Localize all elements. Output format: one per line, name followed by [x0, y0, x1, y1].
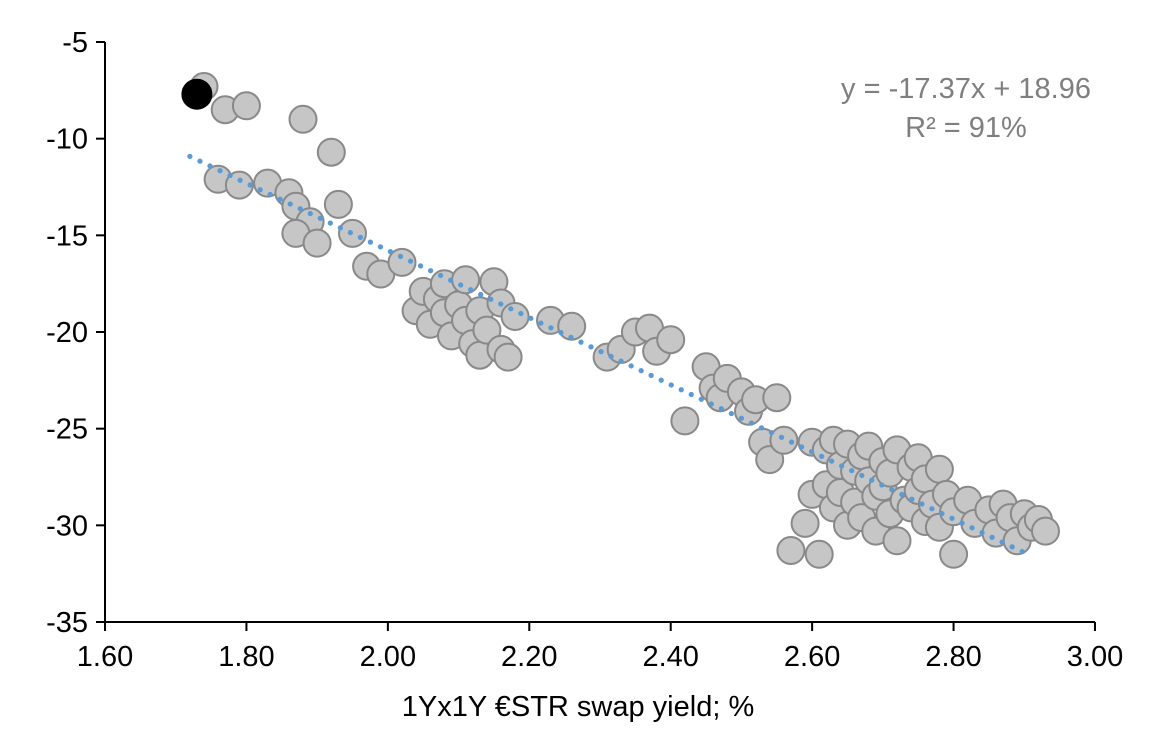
x-tick-label: 2.40 — [642, 641, 698, 673]
scatter-point — [493, 342, 523, 372]
scatter-points-layer — [189, 72, 1060, 569]
scatter-point — [790, 508, 820, 538]
scatter-point — [231, 91, 261, 121]
y-tick-label: -15 — [46, 220, 88, 252]
x-axis-title: 1Yx1Y €STR swap yield; % — [402, 691, 754, 723]
y-tick-label: -30 — [46, 510, 88, 542]
scatter-point — [762, 383, 792, 413]
scatter-point — [451, 265, 481, 295]
scatter-point — [224, 170, 254, 200]
x-tick-label: 2.20 — [501, 641, 557, 673]
scatter-point — [939, 539, 969, 569]
x-tick-label: 2.60 — [784, 641, 840, 673]
trendline-layer — [187, 153, 1034, 559]
y-tick-label: -5 — [62, 27, 88, 59]
scatter-point — [656, 325, 686, 355]
highlighted-point — [181, 78, 213, 110]
scatter-point — [769, 425, 799, 455]
highlighted-point-layer — [181, 78, 213, 110]
x-tick-label: 1.60 — [77, 641, 133, 673]
y-tick-label: -35 — [46, 607, 88, 639]
scatter-point — [323, 189, 353, 219]
y-tick-label: -10 — [46, 124, 88, 156]
scatter-point — [804, 539, 834, 569]
scatter-point — [316, 137, 346, 167]
scatter-point — [670, 406, 700, 436]
scatter-point — [755, 445, 785, 475]
r-squared-label: R² = 91% — [905, 112, 1027, 144]
x-tick-label: 3.00 — [1067, 641, 1123, 673]
y-tick-label: -20 — [46, 317, 88, 349]
scatter-point — [387, 247, 417, 277]
scatter-point — [472, 315, 502, 345]
y-tick-label: -25 — [46, 414, 88, 446]
scatter-point — [288, 104, 318, 134]
ticks-layer: 1.60 1.80 2.00 2.20 2.40 2.60 2.80 3.00 -5 -10 -15… — [46, 27, 1123, 673]
trendline-dotted — [187, 153, 1034, 559]
scatter-point — [500, 302, 530, 331]
x-tick-label: 2.80 — [925, 641, 981, 673]
x-tick-label: 1.80 — [218, 641, 274, 673]
x-tick-label: 2.00 — [360, 641, 416, 673]
scatter-point — [1031, 516, 1060, 546]
regression-equation-label: y = -17.37x + 18.96 — [841, 73, 1091, 105]
scatter-point — [302, 228, 332, 258]
scatter-point — [882, 526, 912, 556]
scatter-point — [776, 536, 806, 565]
scatter-point — [924, 454, 954, 484]
